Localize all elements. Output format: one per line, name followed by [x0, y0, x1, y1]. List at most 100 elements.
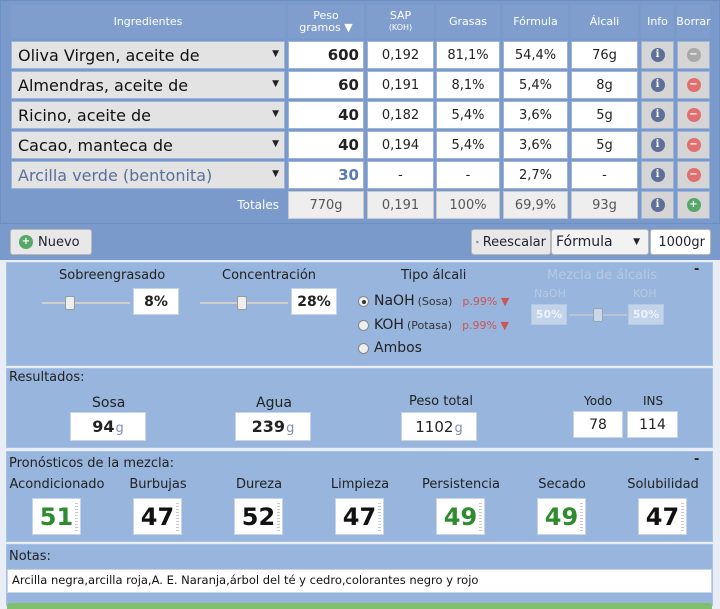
info-icon: i	[650, 138, 665, 152]
nuevo-button[interactable]: + Nuevo	[10, 229, 92, 255]
koh-sub: (Potasa)	[406, 318, 453, 332]
weight-input[interactable]: 30	[288, 161, 364, 189]
forecast-label: Secado	[538, 477, 586, 492]
col-header-alcali: Álcali	[571, 5, 638, 38]
reescalar-button[interactable]: Reescalar	[471, 229, 551, 255]
delete-button[interactable]: −	[677, 161, 710, 189]
concentracion-label: Concentración	[222, 268, 317, 283]
koh-purity[interactable]: p.99% ▼	[462, 318, 509, 332]
ingredient-select[interactable]: Almendras, aceite de ▼	[11, 71, 285, 99]
radio-naoh[interactable]: NaOH (Sosa) p.99% ▼	[358, 293, 509, 309]
delete-button[interactable]: −	[677, 71, 710, 99]
slider-thumb[interactable]	[237, 296, 247, 310]
info-icon: i	[650, 48, 665, 62]
table-row: Almendras, aceite de ▼ 60 0,191 8,1% 5,4%…	[1, 71, 720, 99]
plus-circle-icon: +	[686, 198, 701, 212]
radio-koh[interactable]: KOH (Potasa) p.99% ▼	[358, 317, 509, 333]
amount-input[interactable]: 1000gr	[650, 229, 711, 255]
sap-value: -	[367, 161, 434, 189]
ingredient-name: Arcilla verde (bentonita)	[18, 165, 213, 185]
forecast-number: 49	[544, 502, 579, 531]
total-alcali: 93g	[571, 191, 638, 219]
weight-input[interactable]: 40	[288, 131, 364, 159]
sap-value: 0,194	[367, 131, 434, 159]
ingredient-select[interactable]: Oliva Virgen, aceite de ▼	[11, 41, 285, 69]
ingredients-table: Ingredientes Peso gramos ▼ SAP (KOH) Grasa…	[0, 0, 720, 224]
delete-button[interactable]: −	[677, 131, 710, 159]
info-button[interactable]: i	[641, 71, 674, 99]
slider-thumb	[593, 308, 603, 322]
total-sap: 0,191	[367, 191, 434, 219]
info-button[interactable]: i	[641, 161, 674, 189]
formula-value: 5,4%	[503, 71, 568, 99]
grasas-value: -	[436, 161, 500, 189]
totals-label: Totales	[237, 198, 279, 212]
ingredient-select[interactable]: Cacao, manteca de ▼	[11, 131, 285, 159]
forecast-label: Dureza	[235, 477, 283, 492]
forecast-value: 52	[234, 498, 283, 535]
table-row: Arcilla verde (bentonita) ▼ 30 - - 2,7% -…	[1, 161, 720, 189]
formula-value: 3,6%	[503, 101, 568, 129]
weight-input[interactable]: 600	[288, 41, 364, 69]
ingredient-name: Oliva Virgen, aceite de	[18, 45, 200, 65]
sobreengrasado-slider[interactable]	[42, 296, 130, 310]
forecast-value: 49	[537, 498, 586, 535]
forecast-number: 47	[140, 502, 175, 531]
ambos-label: Ambos	[374, 340, 422, 356]
koh-label: KOH	[374, 317, 404, 333]
table-row: Ricino, aceite de ▼ 40 0,182 5,4% 3,6% 5g…	[1, 101, 720, 129]
sobreengrasado-label: Sobreengrasado	[59, 268, 166, 283]
forecast-value: 47	[638, 498, 687, 535]
grasas-value: 8,1%	[436, 71, 500, 99]
peso-total-value-box: 1102 g	[401, 412, 477, 441]
toolbar: + Nuevo Reescalar Fórmula ▼ 1000gr	[0, 224, 720, 260]
info-button[interactable]: i	[641, 41, 674, 69]
delete-button[interactable]: −	[677, 41, 710, 69]
mode-select-value: Fórmula	[556, 234, 613, 250]
nuevo-label: Nuevo	[38, 234, 80, 250]
alcali-value: 5g	[571, 101, 638, 129]
add-ingredient-button[interactable]: +	[677, 191, 710, 219]
info-button[interactable]: i	[641, 101, 674, 129]
table-row: Oliva Virgen, aceite de ▼ 600 0,192 81,1%…	[1, 41, 720, 69]
formula-value: 2,7%	[503, 161, 568, 189]
naoh-purity[interactable]: p.99% ▼	[462, 294, 510, 308]
weight-input[interactable]: 60	[288, 71, 364, 99]
peso-total-unit: g	[454, 421, 463, 436]
mezcla-label: Mezcla de álcalis	[547, 268, 657, 283]
peso-total-value: 1102	[415, 417, 454, 436]
results-title: Resultados:	[9, 370, 85, 385]
concentracion-value[interactable]: 28%	[291, 288, 337, 315]
sliders-icon	[476, 240, 479, 244]
col-header-peso[interactable]: Peso gramos ▼	[288, 5, 364, 38]
naoh-sub: (Sosa)	[417, 294, 453, 308]
col-header-sap-sub: (KOH)	[388, 22, 413, 32]
info-icon: i	[650, 168, 665, 182]
forecast-value: 47	[335, 498, 384, 535]
radio-ambos[interactable]: Ambos	[358, 340, 422, 356]
sobreengrasado-value[interactable]: 8%	[133, 288, 179, 315]
totals-info-button[interactable]: i	[641, 191, 674, 219]
info-icon: i	[650, 78, 665, 92]
ingredient-select[interactable]: Arcilla verde (bentonita) ▼	[11, 161, 285, 189]
alcali-value: 5g	[571, 131, 638, 159]
forecast-value: 47	[133, 498, 182, 535]
info-icon: i	[650, 108, 665, 122]
weight-input[interactable]: 40	[288, 101, 364, 129]
notes-textarea[interactable]: Arcilla negra,arcilla roja,A. E. Naranja…	[7, 569, 712, 593]
slider-thumb[interactable]	[65, 296, 75, 310]
collapse-button[interactable]: -	[694, 262, 700, 277]
ingredient-select[interactable]: Ricino, aceite de ▼	[11, 101, 285, 129]
forecast-label: Solubilidad	[627, 477, 699, 492]
mode-select[interactable]: Fórmula ▼	[551, 229, 649, 255]
col-header-grasas: Grasas	[436, 5, 500, 38]
info-button[interactable]: i	[641, 131, 674, 159]
plus-circle-icon: +	[19, 235, 33, 249]
forecast-collapse-button[interactable]: -	[694, 452, 700, 467]
concentracion-slider[interactable]	[200, 296, 288, 310]
delete-button[interactable]: −	[677, 101, 710, 129]
ingredient-name: Cacao, manteca de	[18, 135, 173, 155]
ins-value: 114	[627, 411, 678, 438]
forecast-number: 51	[39, 502, 74, 531]
dropdown-arrow-icon: ▼	[272, 49, 279, 59]
